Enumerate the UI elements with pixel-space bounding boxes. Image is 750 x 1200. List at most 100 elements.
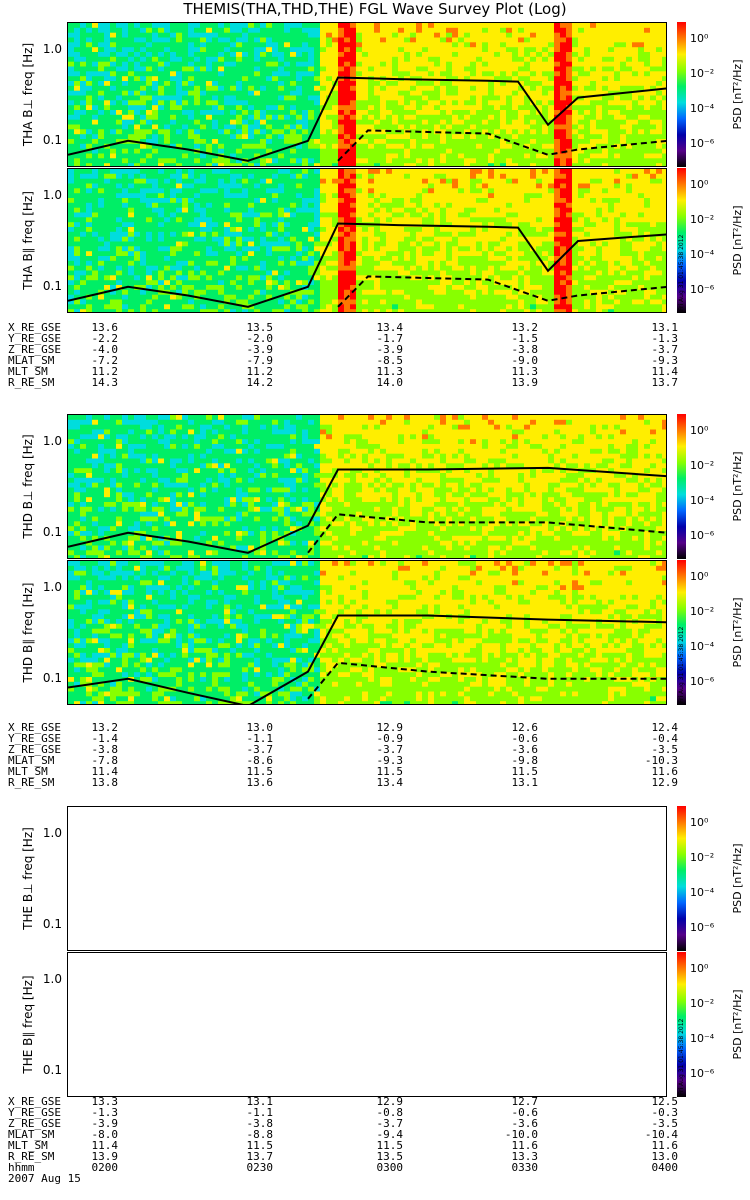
psd-cell [104, 124, 111, 130]
psd-cell [632, 61, 639, 67]
psd-cell [254, 241, 261, 247]
psd-cell [206, 52, 213, 58]
psd-cell [80, 236, 87, 242]
psd-cell [440, 100, 447, 106]
psd-cell [224, 241, 231, 247]
psd-cell [74, 158, 81, 164]
psd-cell [524, 81, 531, 87]
psd-cell [392, 231, 399, 238]
psd-cell [278, 304, 285, 310]
psd-cell [68, 294, 75, 300]
psd-cell [350, 207, 357, 213]
psd-cell [422, 173, 429, 180]
psd-cell [266, 294, 273, 300]
psd-cell [596, 42, 603, 48]
psd-cell [482, 47, 489, 53]
psd-cell [440, 309, 447, 312]
psd-cell [194, 100, 201, 106]
psd-cell [164, 178, 171, 184]
psd-cell [242, 212, 249, 218]
psd-cell [452, 105, 459, 111]
psd-cell [176, 32, 183, 38]
psd-cell [524, 105, 531, 111]
psd-cell [254, 183, 261, 189]
psd-cell [200, 71, 207, 77]
psd-cell [206, 260, 213, 267]
psd-cell [542, 90, 549, 96]
psd-cell [152, 304, 159, 310]
psd-cell [272, 61, 279, 67]
psd-cell [314, 304, 321, 310]
psd-cell [248, 52, 255, 58]
psd-cell [662, 163, 666, 166]
psd-cell [386, 105, 393, 111]
psd-cell [86, 294, 93, 300]
psd-cell [398, 227, 405, 233]
psd-cell [464, 178, 471, 184]
psd-cell [656, 52, 663, 58]
psd-cell [308, 280, 315, 286]
psd-cell [548, 153, 555, 159]
psd-cell [338, 212, 345, 218]
psd-cell [152, 110, 159, 116]
psd-cell [614, 148, 621, 154]
psd-cell [632, 23, 639, 29]
psd-cell [338, 56, 345, 63]
psd-cell [104, 153, 111, 159]
psd-cell [464, 134, 471, 140]
psd-cell [608, 153, 615, 159]
psd-cell [332, 260, 339, 267]
psd-cell [224, 37, 231, 43]
psd-cell [218, 90, 225, 96]
psd-cell [422, 183, 429, 189]
psd-cell [404, 61, 411, 67]
psd-cell [308, 285, 315, 291]
psd-cell [200, 198, 207, 204]
psd-cell [620, 61, 627, 67]
psd-cell [254, 52, 261, 58]
psd-cell [650, 56, 657, 63]
psd-cell [182, 178, 189, 184]
psd-cell [620, 153, 627, 159]
psd-cell [350, 90, 357, 96]
psd-cell [110, 265, 117, 271]
psd-cell [212, 222, 219, 228]
psd-cell [350, 202, 357, 209]
psd-cell [122, 134, 129, 140]
psd-cell [380, 85, 387, 92]
psd-cell [176, 256, 183, 262]
psd-cell [500, 32, 507, 38]
psd-cell [530, 95, 537, 101]
psd-cell [350, 309, 357, 312]
psd-cell [476, 158, 483, 164]
psd-cell [332, 246, 339, 252]
psd-cell [104, 148, 111, 154]
psd-cell [152, 193, 159, 199]
psd-cell [326, 212, 333, 218]
psd-cell [482, 105, 489, 111]
psd-cell [248, 119, 255, 125]
psd-cell [638, 110, 645, 116]
psd-cell [140, 198, 147, 204]
psd-cell [212, 256, 219, 262]
psd-cell [110, 71, 117, 77]
psd-cell [398, 32, 405, 38]
psd-cell [362, 56, 369, 63]
psd-cell [212, 105, 219, 111]
psd-cell [434, 265, 441, 271]
psd-cell [464, 148, 471, 154]
psd-cell [146, 241, 153, 247]
psd-cell [104, 90, 111, 96]
psd-cell [374, 153, 381, 159]
psd-cell [68, 81, 75, 87]
psd-cell [386, 143, 393, 150]
psd-cell [170, 173, 177, 180]
psd-cell [278, 71, 285, 77]
psd-cell [182, 52, 189, 58]
psd-cell [242, 110, 249, 116]
psd-cell [320, 299, 327, 305]
psd-cell [68, 309, 75, 312]
psd-cell [86, 275, 93, 281]
psd-cell [116, 124, 123, 130]
psd-cell [248, 32, 255, 38]
